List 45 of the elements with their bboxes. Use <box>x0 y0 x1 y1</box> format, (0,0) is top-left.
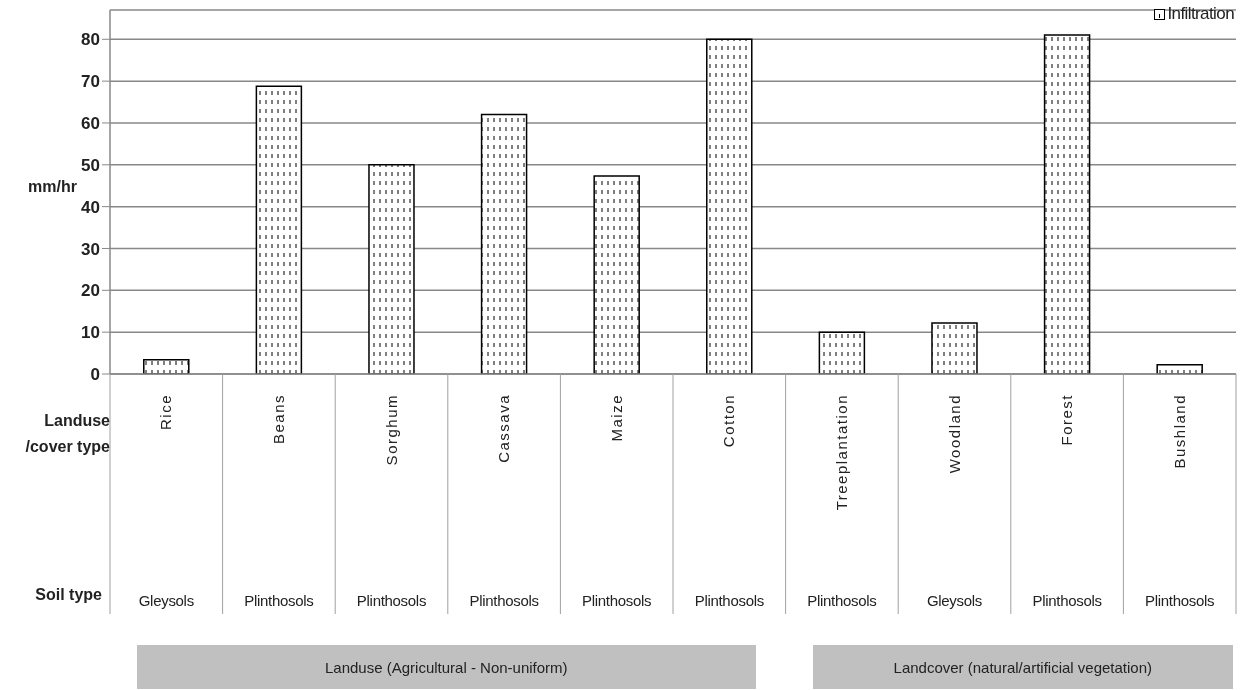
y-tick-label: 60 <box>81 114 100 133</box>
text: Plinthosols <box>693 592 765 609</box>
text: Gleysols <box>925 592 984 609</box>
bar <box>931 322 978 374</box>
text: Soil type <box>34 586 102 604</box>
x-tick-label: Maize <box>607 394 625 442</box>
x-tick-label: Bushland <box>1170 394 1188 469</box>
y-tick-label: 40 <box>81 197 100 217</box>
text: Landcover (natural/artificial vegetation) <box>812 645 1233 689</box>
text: Plinthosols <box>581 592 653 609</box>
text: Plinthosols <box>355 592 428 609</box>
y-tick-label: 50 <box>81 155 100 175</box>
y-axis-title: mm/hr <box>28 178 77 196</box>
bar <box>480 113 528 374</box>
y-tick-label: 20 <box>81 281 100 301</box>
x-tick-label: Cotton <box>720 394 738 448</box>
text: Plinthosols <box>806 592 878 609</box>
y-tick-label: 10 <box>81 323 100 343</box>
bar <box>706 38 753 374</box>
text: Plinthosols <box>243 592 315 609</box>
y-tick-label: 70 <box>81 72 100 92</box>
x-axis-title: Landuse /cover type <box>24 411 110 457</box>
text: Plinthosols <box>468 592 540 609</box>
x-tick-label: Woodland <box>945 394 963 474</box>
x-tick-label: Rice <box>157 394 175 431</box>
y-tick-label: 30 <box>81 239 100 259</box>
x-tick-label: Beans <box>269 394 287 445</box>
bar <box>1156 364 1203 374</box>
text: Plinthosols <box>1144 592 1216 609</box>
bar <box>143 359 190 374</box>
y-tick-label: 80 <box>81 30 100 50</box>
text: Gleysols <box>137 592 195 609</box>
text: Plinthosols <box>1031 592 1103 609</box>
bar <box>255 85 303 374</box>
bar <box>368 164 415 374</box>
x-tick-label: Forest <box>1058 394 1076 446</box>
text: Infiltration <box>1167 4 1234 24</box>
x-tick-label: Cassava <box>495 394 513 463</box>
text: Landuse (Agricultural - Non-uniform) <box>137 645 756 689</box>
x-tick-label: Sorghum <box>382 394 400 466</box>
bar <box>818 331 866 374</box>
y-tick-label: 0 <box>90 365 100 385</box>
x-tick-label: Treeplantation <box>832 394 850 511</box>
bar <box>593 175 640 374</box>
bar <box>1043 34 1091 374</box>
